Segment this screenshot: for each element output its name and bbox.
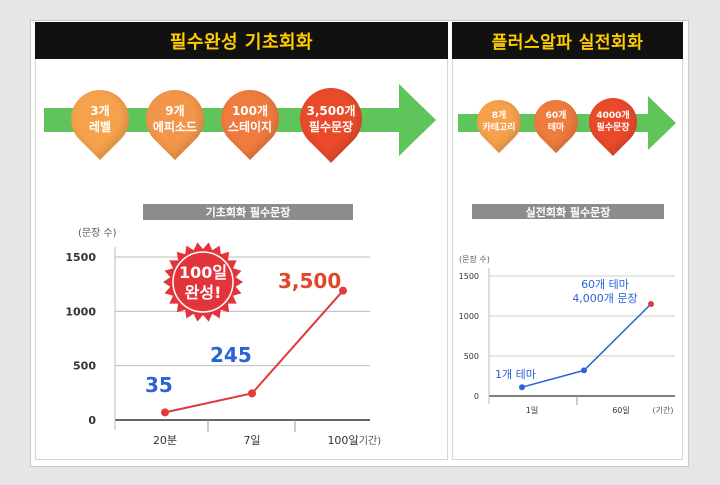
- pin-line2: 필수문장: [308, 120, 354, 134]
- right-header: 플러스알파 실전회화: [452, 22, 683, 59]
- x-tick-label: 7일: [243, 433, 260, 447]
- x-tick-label: 100일: [327, 433, 358, 447]
- x-tick-label: 1일: [526, 406, 538, 415]
- pin-line2: 레벨: [88, 120, 112, 134]
- data-point: [519, 384, 525, 391]
- right-chart-title: 실전회화 필수문장: [472, 204, 664, 219]
- left-chart-title: 기초회화 필수문장: [143, 204, 353, 220]
- right-panel: [452, 22, 683, 460]
- data-point: [648, 301, 654, 307]
- x-axis-label: (기간): [355, 435, 381, 447]
- y-tick-label: 1000: [459, 312, 479, 321]
- data-point: [339, 286, 347, 295]
- y-axis-label: (문장 수): [459, 254, 490, 264]
- pin-line1: 100개: [231, 103, 269, 118]
- y-tick-label: 0: [88, 414, 96, 427]
- pin-line2: 카테고리: [482, 123, 516, 133]
- x-axis-label: (기간): [653, 405, 674, 415]
- right-pin-themes: 60개 테마: [524, 90, 588, 154]
- pin-line1: 9개: [165, 103, 185, 118]
- x-tick-label: 60일: [612, 406, 630, 415]
- pin-line2: 스테이지: [227, 120, 273, 134]
- pin-line2: 필수문장: [596, 123, 630, 133]
- pin-line1: 60개: [545, 110, 567, 121]
- badge-ring: [172, 251, 234, 313]
- data-label-7day: 245: [210, 343, 252, 367]
- y-tick-label: 500: [464, 352, 479, 361]
- data-label-100day: 3,500: [278, 269, 341, 293]
- badge-line1: 100일: [179, 263, 227, 282]
- pin-line1: 4000개: [596, 110, 630, 121]
- left-pin-levels: 3개 레벨: [58, 77, 142, 161]
- right-line-chart: (문장 수) 0 500 1000 1500 1일 60일 (기간) 1개 테마 60개 테마4,…: [459, 254, 675, 415]
- data-label-4000-sentences: 4,000개 문장: [572, 292, 637, 305]
- right-pin-sentences: 4000개 필수문장: [579, 88, 647, 156]
- left-pin-stages: 100개 스테이지: [208, 77, 292, 161]
- y-tick-label: 1500: [65, 251, 96, 264]
- data-point: [161, 408, 169, 417]
- y-tick-label: 1000: [65, 305, 96, 318]
- pin-line1: 3개: [90, 103, 110, 118]
- left-pin-episodes: 9개 에피소드: [133, 77, 217, 161]
- right-pin-categories: 8개 카테고리: [467, 90, 531, 154]
- y-axis-label: (문장 수): [78, 227, 117, 239]
- pin-line1: 8개: [491, 110, 507, 121]
- y-tick-label: 0: [474, 392, 479, 401]
- pin-line2: 에피소드: [152, 120, 198, 134]
- series-line: [521, 303, 652, 388]
- data-label-60-themes: 60개 테마: [581, 278, 629, 291]
- pin-line2: 테마: [547, 123, 565, 133]
- left-header: 필수완성 기초회화: [35, 22, 448, 59]
- data-point: [581, 367, 587, 374]
- y-tick-label: 500: [73, 360, 96, 373]
- pin-line1: 3,500개: [306, 103, 356, 118]
- data-label-20min: 35: [145, 373, 173, 397]
- left-pin-sentences: 3,500개 필수문장: [287, 75, 375, 163]
- badge-line2: 완성!: [185, 283, 222, 302]
- y-tick-label: 1500: [459, 272, 479, 281]
- x-tick-label: 20분: [153, 434, 177, 447]
- data-label-1-theme: 1개 테마: [495, 368, 536, 381]
- data-point: [248, 389, 256, 398]
